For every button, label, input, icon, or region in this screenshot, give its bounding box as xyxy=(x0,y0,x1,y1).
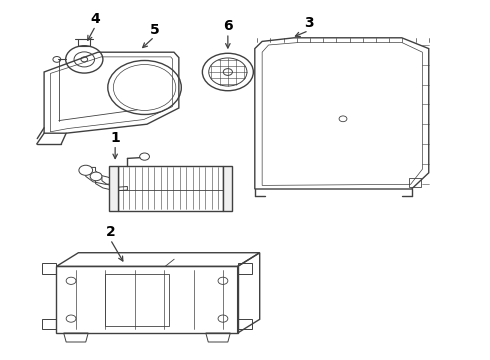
Bar xyxy=(409,178,421,187)
Text: 4: 4 xyxy=(91,12,100,26)
Circle shape xyxy=(223,69,232,75)
Bar xyxy=(109,166,118,211)
Text: 6: 6 xyxy=(223,19,233,33)
Text: 2: 2 xyxy=(105,225,115,239)
Bar xyxy=(105,274,169,326)
Bar xyxy=(223,166,232,211)
Circle shape xyxy=(81,57,88,62)
Circle shape xyxy=(53,57,61,62)
Circle shape xyxy=(90,172,102,181)
Text: 1: 1 xyxy=(110,131,120,144)
Bar xyxy=(118,166,223,211)
Text: 5: 5 xyxy=(149,23,159,36)
Circle shape xyxy=(79,165,93,175)
Text: 3: 3 xyxy=(304,17,314,30)
